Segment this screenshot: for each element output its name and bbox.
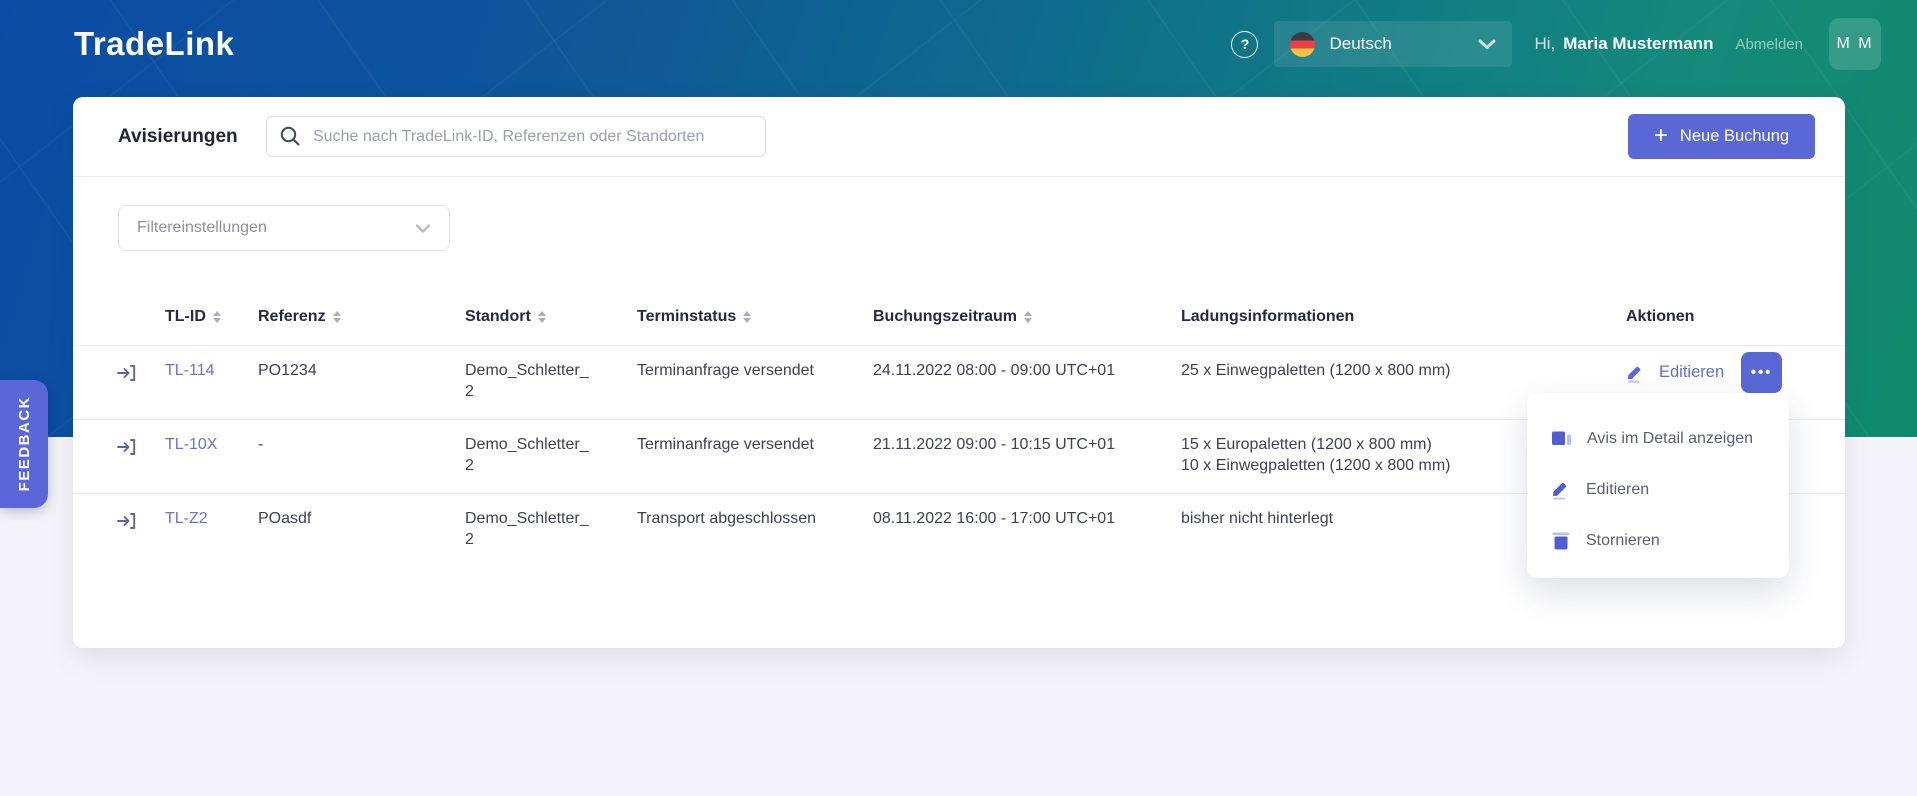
filter-settings-dropdown[interactable]: Filtereinstellungen [118,205,450,251]
row-enter-cell[interactable] [115,508,165,539]
column-header-buchungszeitraum[interactable]: Buchungszeitraum [873,308,1181,326]
pencil-icon [1628,366,1641,383]
edit-action-label: Editieren [1659,363,1725,381]
trash-icon [1552,532,1570,550]
card-header: Avisierungen + Neue Buchung [73,97,1845,177]
page-title: Avisierungen [118,125,238,147]
cell-tl-id[interactable]: TL-Z2 [165,510,208,527]
language-selector[interactable]: Deutsch [1274,21,1513,67]
enter-arrow-icon [117,439,136,455]
cell-standort: Demo_Schletter_2 [465,510,589,548]
cell-terminstatus: Terminanfrage versendet [637,436,814,453]
column-header-aktionen: Aktionen [1626,308,1695,325]
sort-icon[interactable] [1024,311,1033,323]
filter-settings-label: Filtereinstellungen [137,219,267,236]
cell-referenz: POasdf [258,510,312,527]
sort-icon[interactable] [537,311,546,323]
cell-buchungszeitraum: 21.11.2022 09:00 - 10:15 UTC+01 [873,436,1116,453]
column-header-tl-id[interactable]: TL-ID [165,308,258,326]
search-box [266,116,766,157]
table-row: TL-Z2 POasdf Demo_Schletter_2 Transport … [73,494,1845,568]
search-icon [280,126,300,146]
sort-icon[interactable] [332,311,341,323]
ellipsis-icon: ••• [1750,364,1773,381]
cell-terminstatus: Terminanfrage versendet [637,362,814,379]
new-booking-button[interactable]: + Neue Buchung [1628,114,1815,159]
avisierungen-table: TL-ID Referenz Standort Terminstatus Buc… [73,289,1845,568]
row-enter-cell[interactable] [115,434,165,465]
user-name: Maria Mustermann [1563,34,1714,53]
cell-tl-id[interactable]: TL-114 [165,362,215,379]
new-booking-label: Neue Buchung [1679,127,1790,145]
column-header-terminstatus[interactable]: Terminstatus [637,308,873,326]
table-row: TL-114 PO1234 Demo_Schletter_2 Terminanf… [73,346,1845,420]
avatar[interactable]: M M [1829,18,1881,70]
pencil-icon [1553,482,1567,500]
cell-aktionen: Editieren ••• [1626,352,1845,393]
cell-buchungszeitraum: 24.11.2022 08:00 - 09:00 UTC+01 [873,362,1116,379]
greeting-prefix: Hi, [1534,34,1556,53]
menu-item-stornieren[interactable]: Stornieren [1551,515,1789,566]
chevron-down-icon [1478,39,1496,49]
plus-icon: + [1653,121,1668,149]
cell-standort: Demo_Schletter_2 [465,436,589,474]
chevron-down-icon [415,223,431,233]
german-flag-icon [1290,31,1316,57]
cell-buchungszeitraum: 08.11.2022 16:00 - 17:00 UTC+01 [873,510,1116,527]
feedback-tab-label: FEEDBACK [15,396,33,492]
edit-action[interactable]: Editieren [1626,362,1724,383]
cell-tl-id[interactable]: TL-10X [165,436,218,453]
cell-ladungsinformationen: bisher nicht hinterlegt [1181,510,1334,527]
column-header-ladungsinformationen: Ladungsinformationen [1181,308,1355,325]
column-header-referenz[interactable]: Referenz [258,308,465,326]
sort-icon[interactable] [212,311,221,323]
detail-view-icon [1552,431,1571,445]
row-actions-context-menu: Avis im Detail anzeigen Editieren Storni… [1527,393,1789,578]
cell-standort: Demo_Schletter_2 [465,362,589,400]
top-bar: TradeLink ? Deutsch Hi, Maria Mustermann… [0,0,1917,88]
help-icon-glyph: ? [1240,36,1250,52]
language-selected-label: Deutsch [1329,34,1392,53]
search-input[interactable] [266,116,766,157]
cell-terminstatus: Transport abgeschlossen [637,510,817,527]
cell-ladungsinformationen: 25 x Einwegpaletten (1200 x 800 mm) [1181,362,1451,379]
menu-item-editieren[interactable]: Editieren [1551,464,1789,515]
sort-icon[interactable] [743,311,752,323]
more-actions-button[interactable]: ••• [1741,352,1783,393]
avatar-initials: M M [1836,35,1874,52]
enter-arrow-icon [117,365,136,381]
logout-link[interactable]: Abmelden [1735,35,1803,53]
enter-arrow-icon [117,513,136,529]
feedback-tab[interactable]: FEEDBACK [0,380,48,508]
cell-referenz: PO1234 [258,362,317,379]
column-header-standort[interactable]: Standort [465,308,637,326]
table-header-row: TL-ID Referenz Standort Terminstatus Buc… [73,289,1845,346]
cell-ladungsinformationen: 15 x Europaletten (1200 x 800 mm) 10 x E… [1181,436,1451,474]
help-icon[interactable]: ? [1231,30,1259,58]
menu-item-label: Stornieren [1586,531,1660,549]
menu-item-avis-detail[interactable]: Avis im Detail anzeigen [1551,413,1789,464]
table-row: TL-10X - Demo_Schletter_2 Terminanfrage … [73,420,1845,494]
app-logo: TradeLink [74,25,235,62]
menu-item-label: Avis im Detail anzeigen [1587,429,1754,447]
cell-referenz: - [258,436,264,453]
row-enter-cell[interactable] [115,360,165,391]
menu-item-label: Editieren [1586,480,1650,498]
user-greeting: Hi, Maria Mustermann [1534,34,1713,54]
topbar-right-cluster: ? Deutsch Hi, Maria Mustermann Abmelden … [1231,18,1881,70]
